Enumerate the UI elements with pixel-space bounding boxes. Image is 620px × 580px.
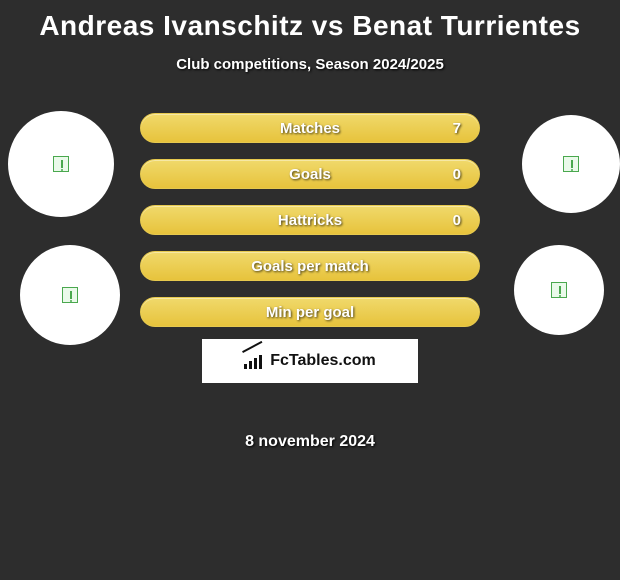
stat-label: Min per goal	[266, 304, 354, 321]
stat-bar: Goals 0	[140, 159, 480, 189]
page-date: 8 november 2024	[0, 433, 620, 451]
placeholder-image-icon	[563, 156, 579, 172]
placeholder-image-icon	[62, 287, 78, 303]
page-title: Andreas Ivanschitz vs Benat Turrientes	[0, 0, 620, 42]
stat-bar: Min per goal	[140, 297, 480, 327]
stat-row: Min per goal	[140, 297, 480, 327]
page-subtitle: Club competitions, Season 2024/2025	[0, 56, 620, 73]
stat-value: 7	[453, 120, 461, 137]
stat-value: 0	[453, 212, 461, 229]
comparison-stage: Matches 7 Goals 0 Hattricks 0 Goals per …	[0, 93, 620, 433]
stat-row: Matches 7	[140, 113, 480, 143]
stat-bar: Hattricks 0	[140, 205, 480, 235]
branding-text: FcTables.com	[270, 352, 376, 370]
stat-label: Hattricks	[278, 212, 342, 229]
stat-label: Goals per match	[251, 258, 369, 275]
stat-row: Goals per match	[140, 251, 480, 281]
placeholder-image-icon	[551, 282, 567, 298]
stat-value: 0	[453, 166, 461, 183]
player-left-avatar	[8, 111, 114, 217]
stat-bar: Goals per match	[140, 251, 480, 281]
chart-icon	[244, 353, 264, 369]
stat-bar: Matches 7	[140, 113, 480, 143]
club-left-logo	[20, 245, 120, 345]
placeholder-image-icon	[53, 156, 69, 172]
stat-row: Hattricks 0	[140, 205, 480, 235]
club-right-logo	[514, 245, 604, 335]
player-right-avatar	[522, 115, 620, 213]
stat-label: Goals	[289, 166, 331, 183]
stat-label: Matches	[280, 120, 340, 137]
stat-row: Goals 0	[140, 159, 480, 189]
stat-bars: Matches 7 Goals 0 Hattricks 0 Goals per …	[140, 113, 480, 343]
branding-badge: FcTables.com	[202, 339, 418, 383]
